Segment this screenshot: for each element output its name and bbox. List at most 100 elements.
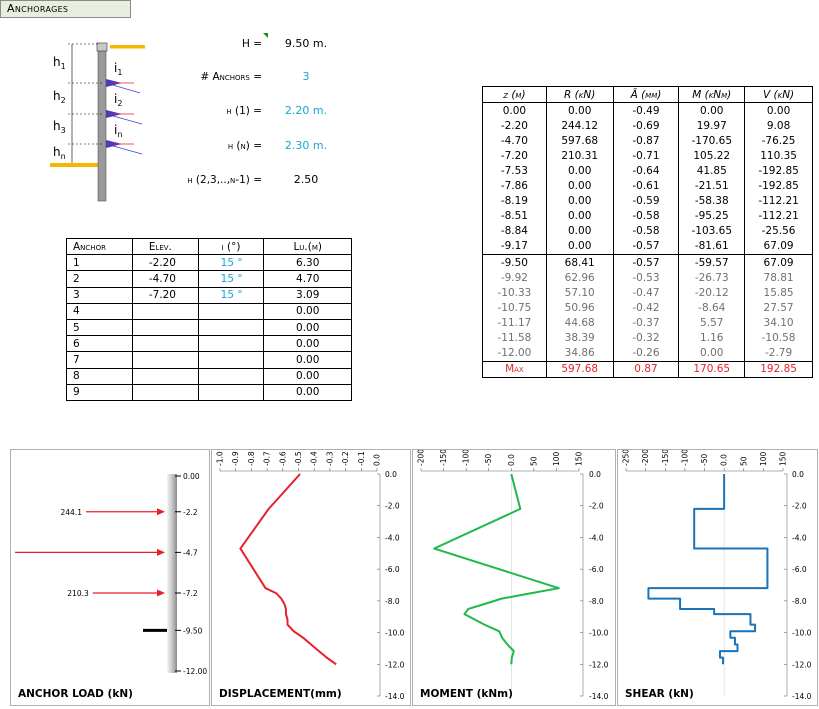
anchor-inclination[interactable]: 15 ° (198, 287, 264, 303)
results-cell: -0.58 (613, 224, 679, 239)
anchor-lu[interactable]: 6.30 (264, 255, 352, 271)
x-tick-label: -0.3 (325, 451, 334, 466)
results-cell: -0.37 (613, 315, 679, 330)
param-H-value[interactable]: 9.50 m. (271, 37, 341, 50)
anchor-elev[interactable] (132, 336, 198, 352)
label-hn: hn (53, 145, 66, 161)
results-cell: -95.25 (679, 209, 745, 224)
anchorages-tab[interactable]: Anchorages (0, 0, 131, 18)
anchor-number[interactable]: 6 (67, 336, 133, 352)
anchor-lu[interactable]: 4.70 (264, 271, 352, 287)
series-line (648, 474, 767, 664)
anchor-elev[interactable] (132, 384, 198, 400)
anchor-inclination[interactable] (198, 319, 264, 335)
results-cell: 1.16 (679, 331, 745, 346)
anchor-elev[interactable]: -4.70 (132, 271, 198, 287)
results-cell: -2.20 (483, 118, 547, 133)
x-tick-label: -0.6 (278, 451, 287, 466)
anchor-inclination[interactable] (198, 303, 264, 319)
anchor-inclination[interactable] (198, 384, 264, 400)
anchor-number[interactable]: 5 (67, 319, 133, 335)
results-cell: 62.96 (546, 270, 613, 285)
anchor-lu[interactable]: 0.00 (264, 336, 352, 352)
anchor-number[interactable]: 3 (67, 287, 133, 303)
results-max-cell: 597.68 (546, 361, 613, 377)
results-cell: 110.35 (745, 148, 813, 163)
anchor-number[interactable]: 1 (67, 255, 133, 271)
y-tick-label: -6.0 (792, 565, 807, 574)
results-cell: 0.00 (546, 239, 613, 255)
y-tick-label: -8.0 (589, 597, 604, 606)
results-cell: -11.17 (483, 315, 547, 330)
anchor-number[interactable]: 4 (67, 303, 133, 319)
results-cell: -58.38 (679, 194, 745, 209)
anchor-lu[interactable]: 0.00 (264, 352, 352, 368)
anchor-elev[interactable]: -7.20 (132, 287, 198, 303)
anchor-number[interactable]: 8 (67, 368, 133, 384)
x-tick-label: -150 (661, 450, 670, 466)
anchor-lu[interactable]: 3.09 (264, 287, 352, 303)
y-tick-label: -2.0 (792, 502, 807, 511)
anchor-elev[interactable] (132, 319, 198, 335)
results-cell: -26.73 (679, 270, 745, 285)
anchor-elev[interactable] (132, 368, 198, 384)
anchor-number[interactable]: 7 (67, 352, 133, 368)
anchor-lu[interactable]: 0.00 (264, 384, 352, 400)
anchor-load-chart: 0.00-2.2-4.7-7.2-9.50-12.00244.1597.7210… (11, 450, 209, 705)
col-m: M (kNm) (679, 87, 745, 103)
results-cell: -4.70 (483, 133, 547, 148)
results-max-cell: 0.87 (613, 361, 679, 377)
anchor-lu[interactable]: 0.00 (264, 319, 352, 335)
results-cell: -170.65 (679, 133, 745, 148)
label-h2: h2 (53, 89, 66, 105)
anchor-lu[interactable]: 0.00 (264, 303, 352, 319)
y-tick-label: -4.0 (385, 533, 400, 542)
anchor-elev[interactable]: -2.20 (132, 255, 198, 271)
results-cell: -9.92 (483, 270, 547, 285)
param-h1-label: h (1) = (112, 105, 262, 117)
y-tick-label: -6.0 (589, 565, 604, 574)
results-cell: -112.21 (745, 194, 813, 209)
results-table-header: z (m) R (kN) Ā (mm) M (kNm) V (kN) (483, 87, 813, 103)
param-hmid-value[interactable]: 2.50 (271, 173, 341, 186)
anchor-number[interactable]: 9 (67, 384, 133, 400)
col-anchor: Anchor (67, 239, 133, 255)
elevation-label: -2.2 (183, 508, 198, 517)
anchor-lu[interactable]: 0.00 (264, 368, 352, 384)
param-anchors-label: # Anchors = (112, 71, 262, 83)
param-H-label: H = (112, 38, 262, 50)
anchor-inclination[interactable]: 15 ° (198, 271, 264, 287)
anchor-number[interactable]: 2 (67, 271, 133, 287)
anchor-table-header: Anchor Elev. i (°) Lu.(m) (67, 239, 352, 255)
x-tick-label: -0.8 (247, 451, 256, 466)
anchor-inclination[interactable]: 15 ° (198, 255, 264, 271)
anchor-inclination[interactable] (198, 336, 264, 352)
load-arrowhead (157, 590, 165, 597)
results-cell: -9.17 (483, 239, 547, 255)
param-h1-value[interactable]: 2.20 m. (271, 104, 341, 117)
results-cell: -0.58 (613, 209, 679, 224)
param-hn-value[interactable]: 2.30 m. (271, 139, 341, 152)
anchor-elev[interactable] (132, 352, 198, 368)
results-cell: -10.33 (483, 285, 547, 300)
anchor-elev[interactable] (132, 303, 198, 319)
anchor-inclination[interactable] (198, 368, 264, 384)
anchor-inclination[interactable] (198, 352, 264, 368)
param-anchors-value[interactable]: 3 (271, 70, 341, 83)
results-cell: -20.12 (679, 285, 745, 300)
results-cell: -0.87 (613, 133, 679, 148)
results-cell: 0.00 (679, 346, 745, 362)
load-arrowhead (157, 508, 165, 515)
wall-pile (98, 46, 106, 201)
x-tick-label: -50 (700, 454, 709, 466)
